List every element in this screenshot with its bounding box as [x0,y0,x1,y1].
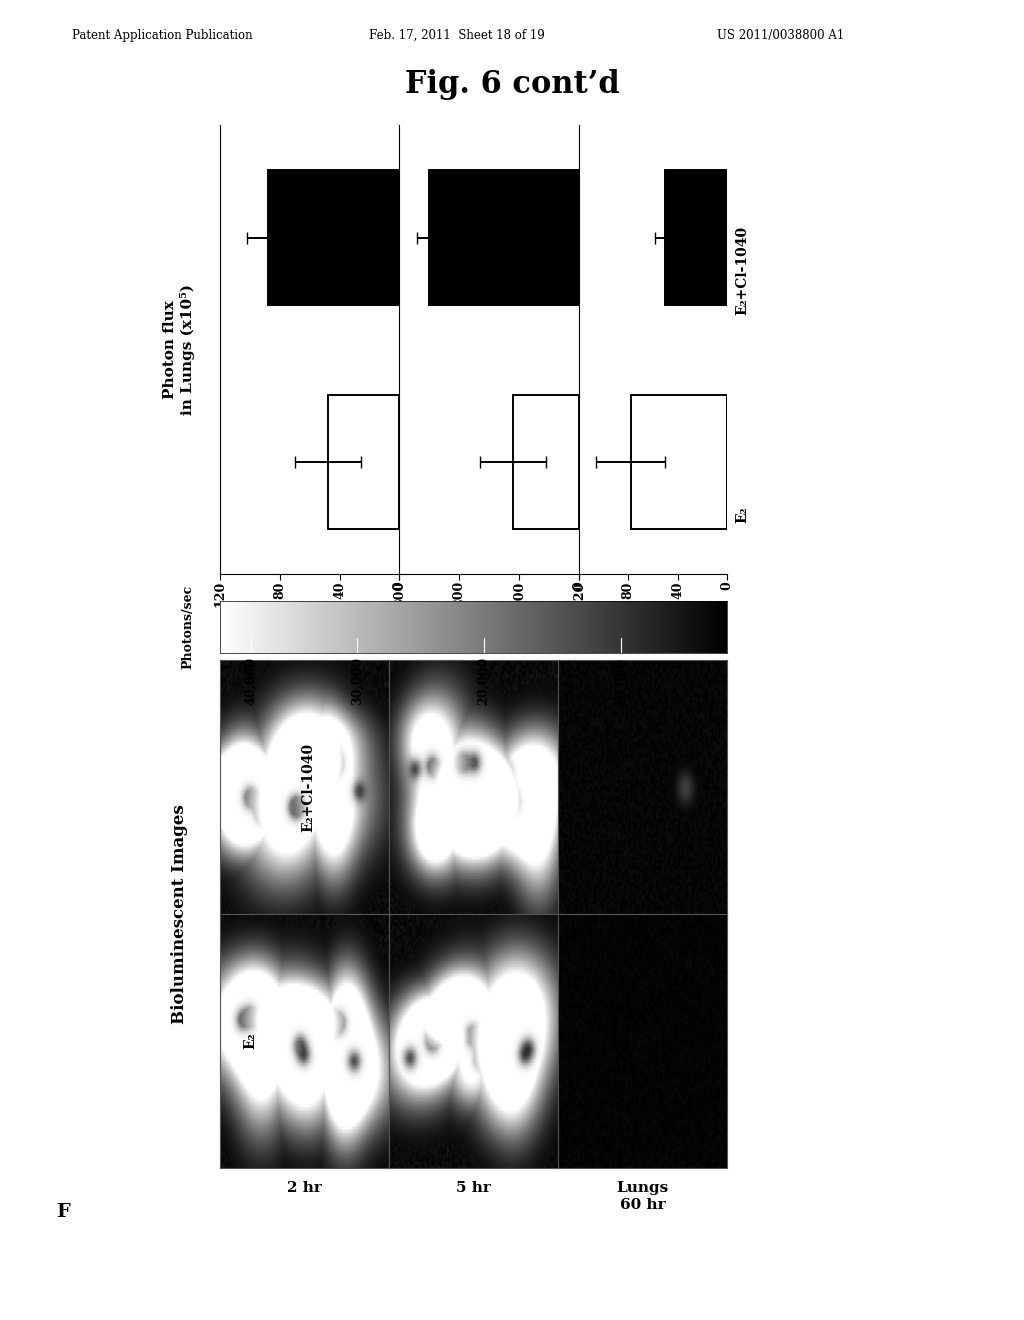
Text: 10,000: 10,000 [614,657,627,705]
Bar [666,170,727,305]
Text: Photon flux
in Lungs (x10⁵): Photon flux in Lungs (x10⁵) [164,284,195,416]
Text: E₂: E₂ [244,1032,258,1049]
Text: 20,000: 20,000 [477,657,490,705]
Bar [631,395,727,529]
Bar [268,170,399,305]
Text: Fig. 6 cont’d: Fig. 6 cont’d [404,69,620,99]
Text: 5 hr: 5 hr [456,1181,492,1196]
Text: *: * [682,228,691,247]
Text: *: * [451,228,460,247]
Text: E₂+Cl-1040: E₂+Cl-1040 [735,226,750,315]
Text: Patent Application Publication: Patent Application Publication [72,29,252,42]
Text: Feb. 17, 2011  Sheet 18 of 19: Feb. 17, 2011 Sheet 18 of 19 [369,29,545,42]
Bar [328,395,399,529]
Text: 2 hr: 2 hr [287,1181,323,1196]
Text: E₂+Cl-1040: E₂+Cl-1040 [301,742,315,832]
Text: Bioluminescent Images: Bioluminescent Images [171,804,187,1024]
Text: 40,000: 40,000 [244,657,257,705]
Text: US 2011/0038800 A1: US 2011/0038800 A1 [717,29,844,42]
Text: F: F [56,1203,70,1221]
Text: 30,000: 30,000 [350,657,364,705]
Text: Lungs
60 hr: Lungs 60 hr [616,1181,669,1212]
Bar [513,395,579,529]
Bar [429,170,579,305]
Text: Photons/sec: Photons/sec [181,585,195,669]
Text: E₂: E₂ [735,507,750,523]
